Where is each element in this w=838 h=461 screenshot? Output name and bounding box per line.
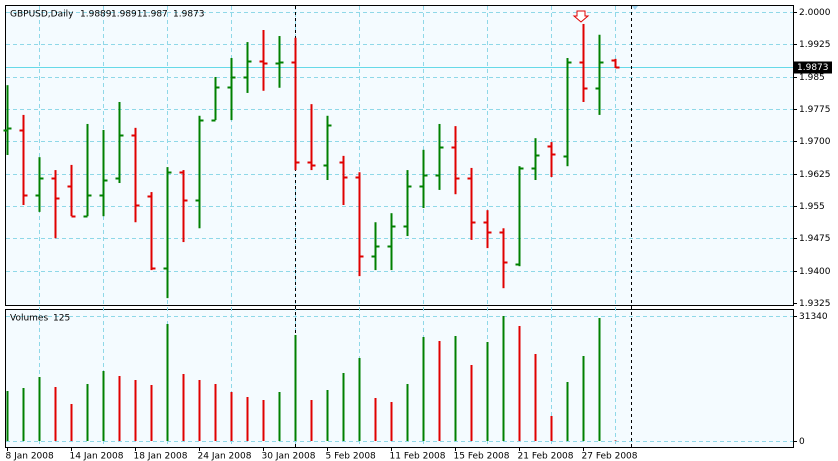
volume-title: Volumes [10, 314, 48, 324]
x-tick-label: 15 Feb 2008 [454, 452, 510, 461]
y-tick-label: 0 [799, 437, 805, 447]
x-tick-label: 27 Feb 2008 [582, 452, 638, 461]
marks [3, 23, 620, 442]
y-tick-label: 1.9475 [799, 234, 831, 244]
y-tick-label: 1.955 [799, 202, 825, 212]
alert-arrow [572, 10, 590, 23]
y-tick-label: 1.9625 [799, 170, 831, 180]
y-tick-label: 1.9775 [799, 105, 831, 115]
x-tick-label: 30 Jan 2008 [262, 452, 316, 461]
y-tick-label: 31340 [799, 312, 828, 322]
y-tick-label: 1.985 [799, 73, 825, 83]
y-tick-label: 2.0000 [799, 8, 831, 18]
y-tick-label: 1.9925 [799, 40, 831, 50]
x-tick-label: 5 Feb 2008 [326, 452, 377, 461]
volume-panel [5, 309, 794, 448]
x-tick-label: 24 Jan 2008 [198, 452, 252, 461]
last-price-box [794, 61, 832, 74]
header-low: 1.987 [142, 10, 168, 20]
header-high: 1.9891 [111, 10, 143, 20]
x-tick-label: 14 Jan 2008 [70, 452, 124, 461]
y-tick-label: 1.9400 [799, 267, 831, 277]
x-tick-label: 11 Feb 2008 [390, 452, 446, 461]
shift-marker [632, 6, 638, 10]
x-tick-label: 18 Jan 2008 [134, 452, 188, 461]
volume-current: 125 [53, 314, 70, 324]
header-close: 1.9873 [173, 10, 205, 20]
last-price-label: 1.9873 [797, 63, 829, 73]
x-tick-label: 21 Feb 2008 [518, 452, 574, 461]
price-panel [5, 5, 794, 306]
y-tick-label: 1.9325 [799, 299, 831, 309]
y-tick-label: 1.9700 [799, 137, 831, 147]
x-tick-label: 8 Jan 2008 [6, 452, 54, 461]
header-open: 1.9889 [80, 10, 112, 20]
symbol-title: GBPUSD,Daily [10, 10, 74, 20]
